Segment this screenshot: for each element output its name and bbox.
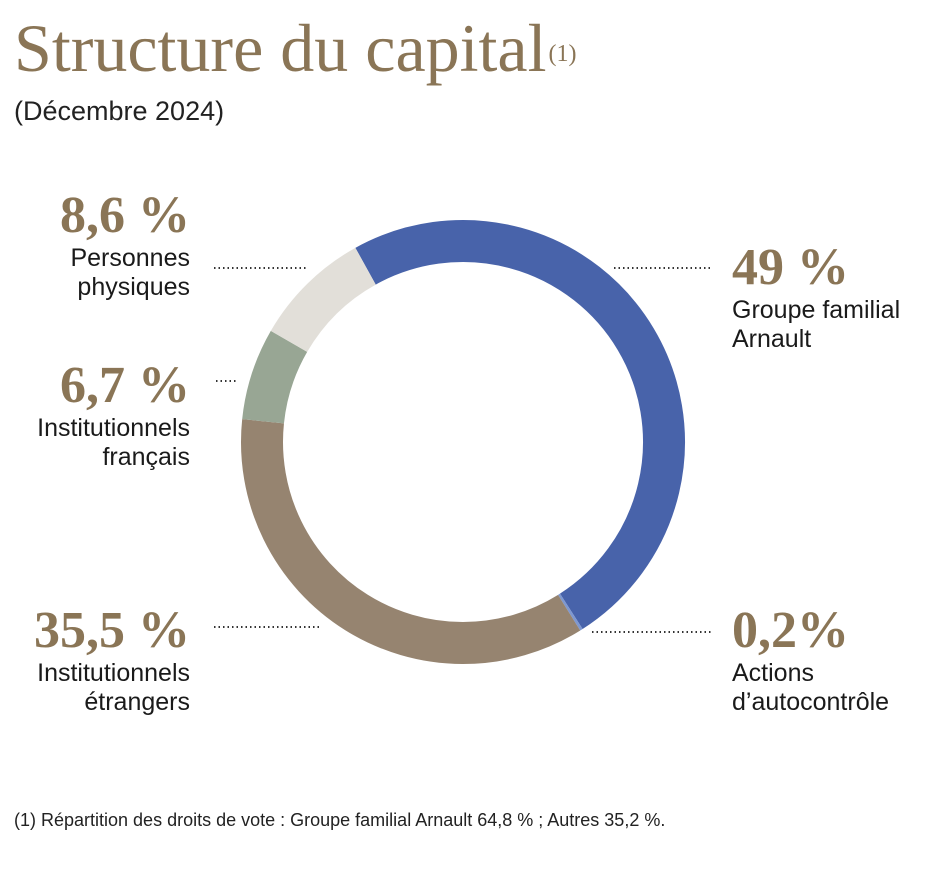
title-footnote-marker: (1) bbox=[548, 41, 577, 67]
category-label-autocontrole: Actions d’autocontrôle bbox=[732, 659, 890, 716]
value-label-autocontrole: 0,2% bbox=[732, 602, 849, 659]
label-groupe-familial: 49 % Groupe familial Arnault bbox=[732, 240, 900, 354]
donut-segment-institutionnels-etrangers bbox=[241, 419, 581, 664]
label-institutionnels-francais: 6,7 % Institutionnels français bbox=[37, 358, 190, 472]
category-label-groupe-familial: Groupe familial Arnault bbox=[732, 296, 901, 353]
category-label-personnes-physiques: Personnes physiques bbox=[70, 244, 190, 301]
value-label-groupe-familial: 49 % bbox=[732, 239, 849, 296]
value-label-personnes-physiques: 8,6 % bbox=[60, 187, 190, 244]
value-label-institutionnels-francais: 6,7 % bbox=[60, 357, 190, 414]
category-label-institutionnels-francais: Institutionnels français bbox=[37, 414, 190, 471]
label-personnes-physiques: 8,6 % Personnes physiques bbox=[60, 188, 190, 302]
label-institutionnels-etrangers: 35,5 % Institutionnels étrangers bbox=[34, 603, 190, 717]
donut-segment-institutionnels-francais bbox=[242, 330, 308, 424]
label-autocontrole: 0,2% Actions d’autocontrôle bbox=[732, 603, 889, 717]
donut-segment-groupe-familial-arnault bbox=[355, 220, 685, 630]
category-label-institutionnels-etrangers: Institutionnels étrangers bbox=[37, 659, 190, 716]
donut-segment-personnes-physiques bbox=[270, 247, 377, 353]
value-label-institutionnels-etrangers: 35,5 % bbox=[34, 602, 190, 659]
chart-title: Structure du capital(1) bbox=[14, 8, 576, 88]
donut-segment-actions-d-autocontrole bbox=[558, 593, 583, 631]
chart-title-text: Structure du capital bbox=[14, 10, 547, 86]
chart-subtitle: (Décembre 2024) bbox=[14, 96, 225, 126]
footnote: (1) Répartition des droits de vote : Gro… bbox=[14, 810, 666, 830]
